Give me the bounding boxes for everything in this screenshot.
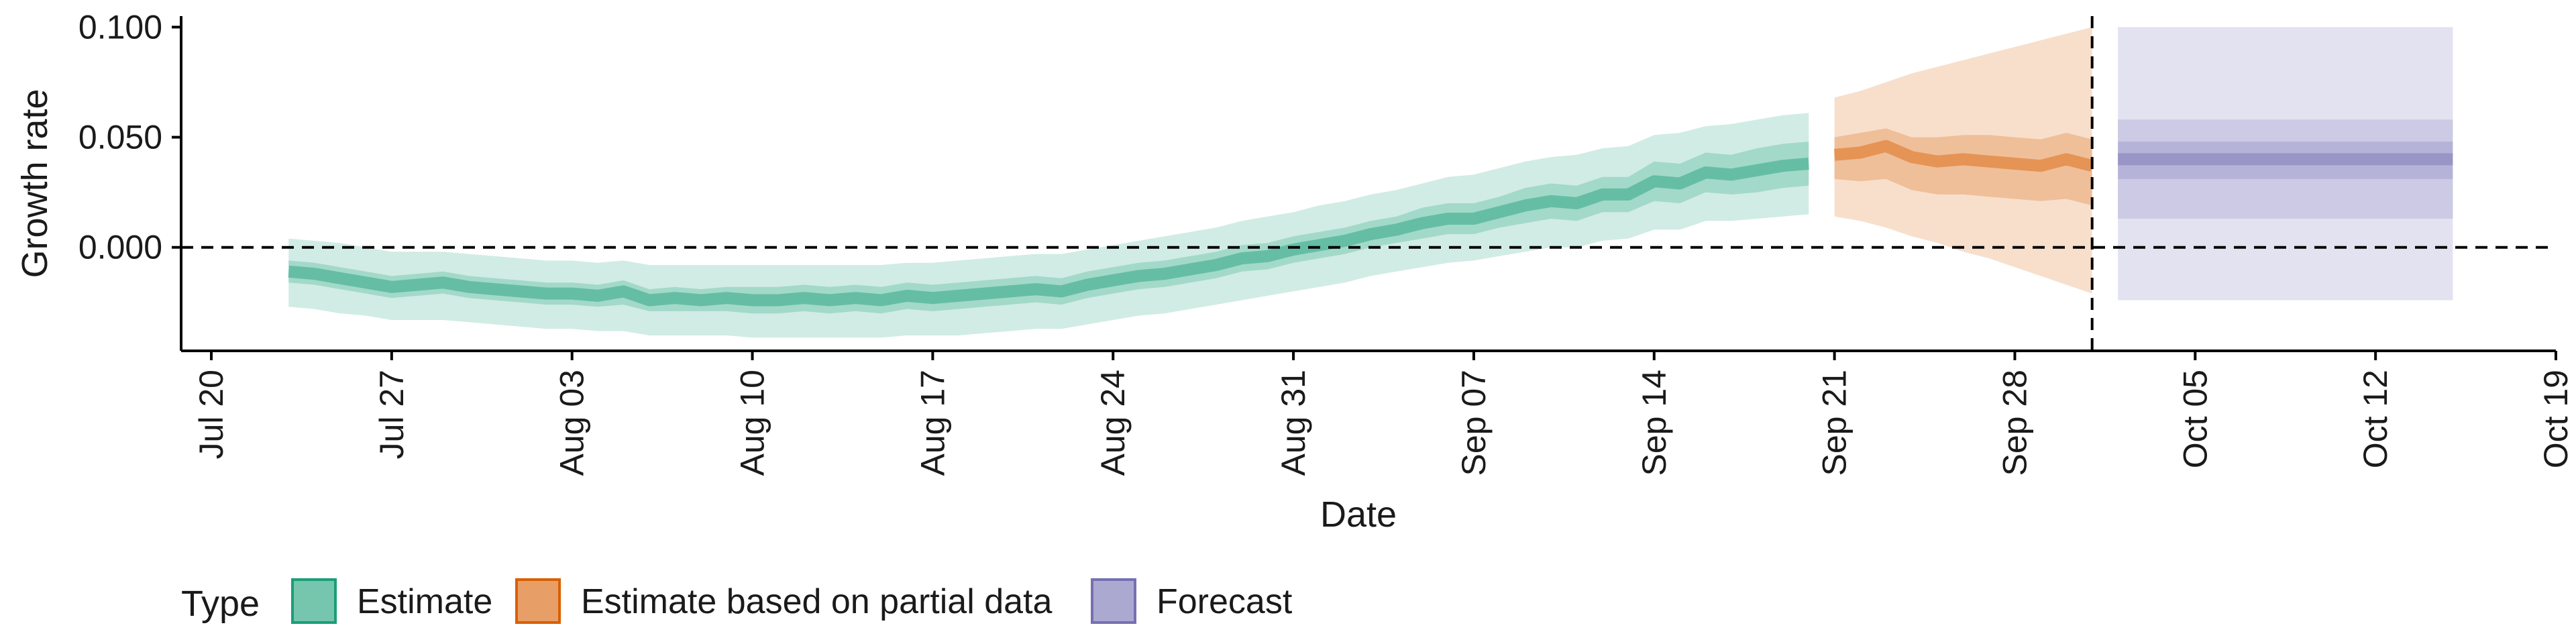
legend-title: Type [181,584,260,624]
x-tick-label: Oct 19 [2537,370,2575,468]
series-2-mid-band [2118,119,2453,219]
reference-lines [181,16,2556,351]
x-tick-label: Sep 28 [1996,370,2033,476]
series-2-inner-band [2118,142,2453,179]
series-2 [2118,27,2453,301]
legend-items: Estimate Estimate based on partial data Fo… [291,578,1293,624]
x-axis-ticks: Jul 20 Jul 27 Aug 03 Aug 10 Aug 17 Aug 24 Aug … [193,351,2575,476]
legend-label: Estimate based on partial data [581,582,1053,621]
y-axis-title: Growth rate [15,89,55,278]
x-tick-label: Sep 14 [1635,370,1673,476]
series-1-inner-band [1834,128,2092,206]
y-axis-ticks: 0.000 0.050 0.100 [78,8,181,266]
bands-layer [288,27,2453,338]
legend-label: Forecast [1157,582,1293,621]
x-tick-label: Aug 03 [553,370,591,476]
series-0 [288,113,1809,338]
series-1 [1833,27,2094,294]
series-1-outer-band [1834,27,2092,294]
x-tick-label: Oct 12 [2357,370,2394,468]
x-axis-title: Date [1320,494,1397,535]
series-0-median-line [288,158,1809,307]
legend: Type Estimate Estimate based on partial d… [181,578,1293,624]
legend-swatch [515,578,561,624]
series-0-inner-band [288,142,1809,314]
x-tick-label: Jul 20 [193,370,230,459]
axes-layer: 0.000 0.050 0.100 Jul 20 Jul 27 Aug 03 Aug 10… [15,8,2575,535]
series-0-outer-band [288,113,1809,338]
y-tick-label: 0.100 [78,8,162,46]
x-tick-label: Aug 10 [734,370,771,476]
y-tick-label: 0.050 [78,119,162,156]
x-tick-label: Aug 17 [914,370,951,476]
x-tick-label: Jul 27 [373,370,411,459]
legend-swatch [1091,578,1136,624]
series-2-outer-band [2118,27,2453,301]
legend-label: Estimate [357,582,492,621]
x-tick-label: Oct 05 [2176,370,2214,468]
y-tick-label: 0.000 [78,229,162,266]
legend-swatch [291,578,337,624]
x-tick-label: Sep 21 [1816,370,1854,476]
x-tick-label: Sep 07 [1455,370,1493,476]
series-1-median-line [1833,140,2094,172]
x-tick-label: Aug 24 [1094,370,1132,476]
x-tick-label: Aug 31 [1275,370,1312,476]
